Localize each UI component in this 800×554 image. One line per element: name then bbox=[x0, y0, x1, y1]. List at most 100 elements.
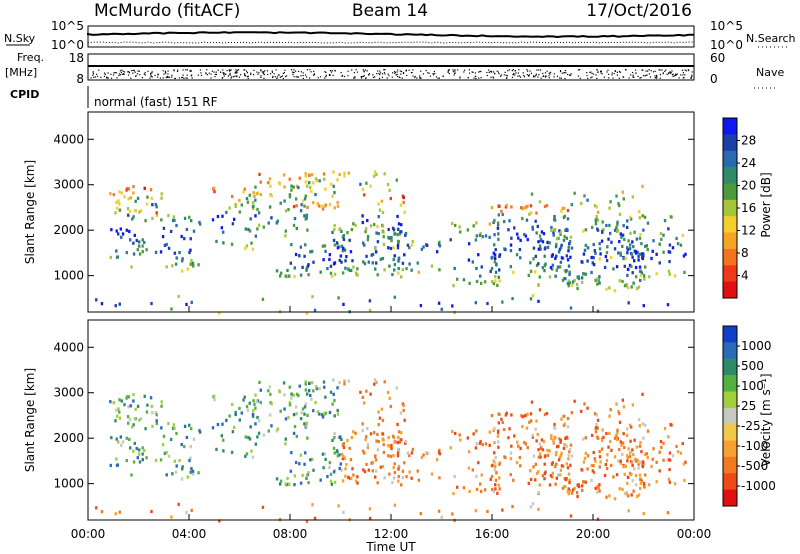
velocity-cell bbox=[580, 409, 583, 413]
velocity-cell bbox=[268, 385, 272, 389]
power-cell bbox=[307, 181, 311, 185]
power-cell bbox=[391, 226, 395, 230]
power-cell bbox=[605, 258, 609, 263]
nave-point bbox=[425, 69, 427, 72]
power-cell bbox=[559, 245, 563, 250]
power-cell bbox=[250, 241, 253, 245]
velocity-cell bbox=[532, 465, 535, 469]
power-cell bbox=[508, 219, 511, 223]
velocity-cell bbox=[569, 514, 573, 518]
power-cell bbox=[596, 227, 599, 231]
nave-point bbox=[260, 70, 262, 72]
power-cell bbox=[552, 231, 555, 235]
nave-point bbox=[397, 69, 399, 71]
power-cell bbox=[621, 279, 624, 284]
nave-point bbox=[118, 75, 120, 77]
velocity-cell bbox=[639, 477, 642, 482]
velocity-cell bbox=[197, 471, 200, 475]
velocity-cell bbox=[630, 460, 634, 464]
nave-point bbox=[189, 70, 191, 72]
velocity-cell bbox=[573, 486, 576, 490]
power-cell bbox=[154, 250, 158, 254]
power-cell bbox=[338, 172, 341, 177]
nave-point bbox=[662, 72, 664, 75]
velocity-cell bbox=[389, 454, 393, 459]
power-cell bbox=[451, 304, 454, 308]
power-cell bbox=[381, 224, 385, 228]
power-cell bbox=[601, 230, 604, 234]
power-cell bbox=[259, 180, 262, 184]
nave-point bbox=[517, 75, 519, 77]
nave-point bbox=[244, 69, 246, 71]
velocity-cell bbox=[283, 407, 286, 411]
power-cell bbox=[125, 188, 128, 192]
nave-point bbox=[312, 74, 315, 76]
velocity-cell bbox=[529, 505, 533, 509]
velocity-cell bbox=[180, 467, 184, 471]
velocity-cell bbox=[118, 510, 121, 514]
nave-point bbox=[302, 74, 304, 77]
power-cell bbox=[95, 298, 98, 302]
nave-point bbox=[650, 70, 652, 72]
velocity-cell bbox=[162, 434, 166, 438]
velocity-cell bbox=[284, 442, 287, 446]
power-cell bbox=[521, 207, 525, 211]
power-cell bbox=[342, 237, 346, 242]
velocity-cell bbox=[370, 461, 373, 465]
velocity-cell bbox=[397, 435, 400, 439]
power-cell bbox=[496, 226, 500, 230]
power-cell bbox=[238, 210, 241, 214]
power-cell bbox=[322, 172, 326, 176]
velocity-cell bbox=[319, 478, 322, 482]
power-cell bbox=[584, 272, 587, 276]
power-cell bbox=[215, 239, 218, 243]
velocity-cell bbox=[548, 483, 552, 487]
velocity-cell bbox=[169, 437, 173, 442]
power-cell bbox=[586, 246, 590, 250]
nave-point bbox=[453, 74, 455, 76]
velocity-cell bbox=[305, 519, 309, 524]
nave-point bbox=[691, 74, 693, 76]
velocity-cell bbox=[338, 435, 341, 440]
power-cell bbox=[528, 212, 531, 216]
velocity-cell bbox=[336, 386, 339, 390]
velocity-cell bbox=[109, 463, 112, 468]
velocity-cell bbox=[305, 474, 309, 479]
nave-point bbox=[540, 77, 542, 79]
power-cell bbox=[333, 206, 336, 210]
nave-point bbox=[682, 69, 684, 71]
velocity-cell bbox=[521, 424, 524, 429]
velocity-cell bbox=[299, 481, 303, 485]
velocity-cell bbox=[328, 465, 331, 470]
power-cell bbox=[608, 231, 612, 236]
velocity-cell bbox=[636, 458, 639, 462]
velocity-cell bbox=[650, 464, 653, 469]
nave-point bbox=[388, 75, 390, 77]
velocity-cell bbox=[118, 410, 121, 414]
power-cell bbox=[569, 255, 572, 259]
nave-point bbox=[448, 72, 450, 75]
power-cell bbox=[348, 238, 351, 242]
power-cell bbox=[541, 240, 545, 244]
power-cell bbox=[567, 245, 571, 249]
power-cell bbox=[192, 229, 196, 233]
power-cell bbox=[388, 264, 391, 268]
power-cell bbox=[553, 218, 557, 222]
power-cell bbox=[258, 172, 261, 177]
velocity-cell bbox=[517, 444, 520, 448]
power-cell bbox=[149, 188, 153, 192]
power-cell bbox=[450, 221, 454, 226]
power-cell bbox=[646, 248, 649, 252]
beam-title: Beam 14 bbox=[352, 1, 428, 21]
power-cell bbox=[501, 300, 504, 304]
nave-point bbox=[112, 74, 115, 76]
velocity-cell bbox=[543, 412, 547, 417]
nave-point bbox=[300, 75, 302, 77]
velocity-cell bbox=[343, 382, 346, 386]
power-cell bbox=[197, 263, 200, 267]
velocity-cell bbox=[488, 430, 492, 434]
nave-point bbox=[190, 75, 192, 77]
nave-point bbox=[672, 75, 674, 78]
power-cell bbox=[118, 208, 122, 212]
nave-point bbox=[107, 72, 109, 74]
